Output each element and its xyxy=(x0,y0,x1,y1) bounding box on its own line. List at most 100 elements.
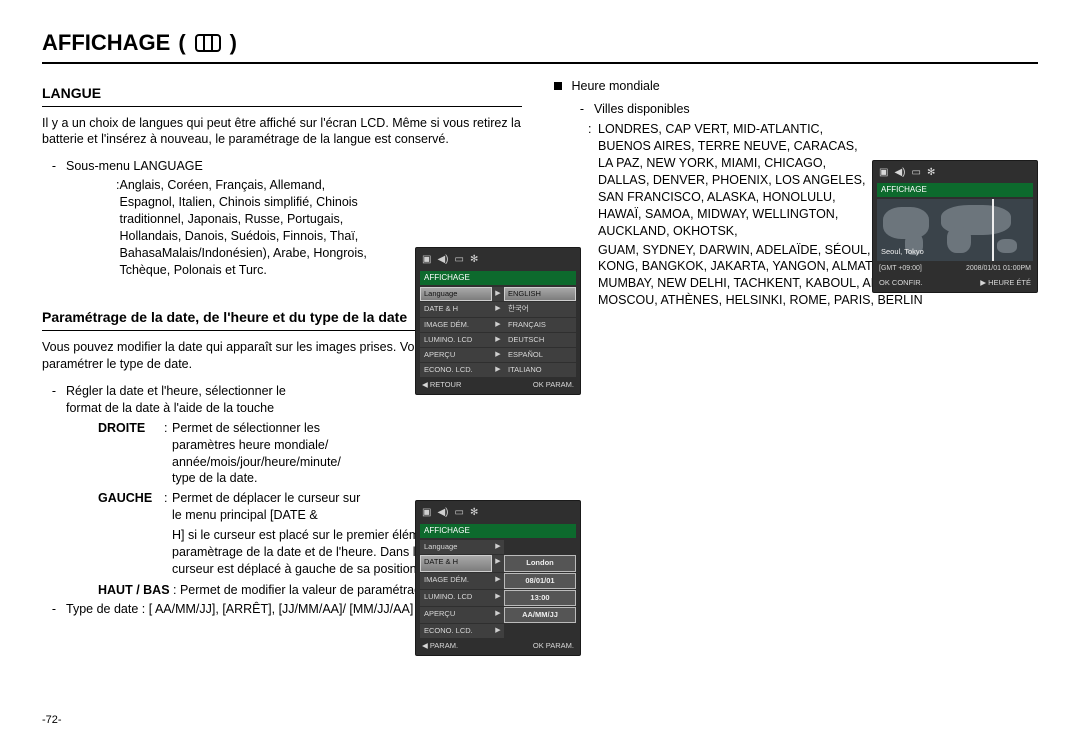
display-small-icon: ▭ xyxy=(454,506,463,520)
lcd-topbar: ▣ ◀) ▭ ✻ xyxy=(420,252,576,271)
lcd-menu-left: APERÇU xyxy=(420,348,492,362)
languages-list: Anglais, Coréen, Français, Allemand, Esp… xyxy=(119,177,376,278)
lcd1-header: AFFICHAGE xyxy=(420,271,576,286)
lcd2-footer-right: OK PARAM. xyxy=(533,641,574,651)
dash: - xyxy=(42,383,56,417)
chevron-right-icon: ▶ xyxy=(492,555,504,571)
lcd-menu-left: LUMINO. LCD xyxy=(420,333,492,347)
droite-key: DROITE xyxy=(98,420,164,488)
lcd-language-preview: ▣ ◀) ▭ ✻ AFFICHAGE Language▶ENGLISHDATE … xyxy=(415,247,581,395)
camera-icon: ▣ xyxy=(879,166,888,180)
chevron-right-icon: ▶ xyxy=(492,287,504,301)
langue-submenu-label: Sous-menu LANGUAGE xyxy=(66,158,522,175)
display-icon xyxy=(194,33,222,53)
lcd3-statusbar: [GMT +09:00] 2008/01/01 01:00PM xyxy=(877,263,1033,275)
lcd-menu-right: FRANÇAIS xyxy=(504,318,576,332)
lcd3-footer-right: ▶ HEURE ÉTÉ xyxy=(980,278,1031,288)
lcd3-footer: OK CONFIR. ▶ HEURE ÉTÉ xyxy=(877,276,1033,288)
lcd2-footer-left: ◀ PARAM. xyxy=(422,641,458,651)
lcd-menu-left: APERÇU xyxy=(420,607,492,623)
worldtime-cities: LONDRES, CAP VERT, MID-ATLANTIC, BUENOS … xyxy=(598,121,873,239)
lcd-menu-right: 08/01/01 xyxy=(504,573,576,589)
gear-icon: ✻ xyxy=(927,166,935,180)
chevron-right-icon: ▶ xyxy=(492,318,504,332)
lcd-menu-right: London xyxy=(504,555,576,571)
datetime-set-label: Régler la date et l'heure, sélectionner … xyxy=(66,383,316,417)
chevron-right-icon: ▶ xyxy=(492,333,504,347)
gear-icon: ✻ xyxy=(470,253,478,267)
lcd-menu-right: DEUTSCH xyxy=(504,333,576,347)
lcd-worldtime-preview: ▣ ◀) ▭ ✻ AFFICHAGE Seoul, Tokyo [GMT +09… xyxy=(872,160,1038,293)
lcd-menu-right: AA/MM/JJ xyxy=(504,607,576,623)
right-column: Heure mondiale - Villes disponibles : LO… xyxy=(554,78,1024,620)
lcd1-table: Language▶ENGLISHDATE & H▶한국어IMAGE DÉM.▶F… xyxy=(420,287,576,377)
lcd-menu-left: IMAGE DÉM. xyxy=(420,318,492,332)
colon: : xyxy=(588,121,598,239)
langue-intro: Il y a un choix de langues qui peut être… xyxy=(42,115,522,149)
lcd-menu-right: ITALIANO xyxy=(504,363,576,377)
lcd-menu-left: ECONO. LCD. xyxy=(420,624,492,638)
colon: : xyxy=(164,420,172,488)
lcd-menu-left: DATE & H xyxy=(420,302,492,316)
chevron-right-icon: ▶ xyxy=(492,363,504,377)
lcd-topbar: ▣ ◀) ▭ ✻ xyxy=(420,505,576,524)
page-title-text: AFFICHAGE xyxy=(42,28,170,58)
display-small-icon: ▭ xyxy=(911,166,920,180)
chevron-right-icon: ▶ xyxy=(492,302,504,316)
page-number: -72- xyxy=(42,713,62,728)
chevron-right-icon: ▶ xyxy=(492,624,504,638)
lcd-menu-left: ECONO. LCD. xyxy=(420,363,492,377)
worldtime-heading-row: Heure mondiale xyxy=(554,78,1024,95)
lcd3-datetime: 2008/01/01 01:00PM xyxy=(966,264,1031,273)
chevron-right-icon: ▶ xyxy=(492,573,504,589)
lcd-datetime-preview: ▣ ◀) ▭ ✻ AFFICHAGE Language▶DATE & H▶Lon… xyxy=(415,500,581,656)
gauche-val1: Permet de déplacer le curseur sur le men… xyxy=(172,490,362,524)
worldtime-available: - Villes disponibles xyxy=(570,101,1024,118)
lcd1-footer-left: ◀ RETOUR xyxy=(422,380,461,390)
square-bullet-icon xyxy=(554,82,562,90)
langue-submenu: - Sous-menu LANGUAGE xyxy=(42,158,522,175)
lcd3-header: AFFICHAGE xyxy=(877,183,1033,198)
lcd1-footer-right: OK PARAM. xyxy=(533,380,574,390)
chevron-right-icon: ▶ xyxy=(492,590,504,606)
langue-heading: LANGUE xyxy=(42,84,522,107)
lcd3-gmt: [GMT +09:00] xyxy=(879,264,922,273)
speaker-icon: ◀) xyxy=(437,506,448,520)
dash: - xyxy=(42,601,56,618)
hautbas-key: HAUT / BAS xyxy=(98,583,170,597)
world-map: Seoul, Tokyo xyxy=(877,199,1033,261)
gauche-key: GAUCHE xyxy=(98,490,164,524)
lcd-menu-right: 한국어 xyxy=(504,302,576,316)
lcd-menu-left: LUMINO. LCD xyxy=(420,590,492,606)
lcd-menu-right xyxy=(504,624,576,638)
lcd-menu-left: IMAGE DÉM. xyxy=(420,573,492,589)
speaker-icon: ◀) xyxy=(894,166,905,180)
lcd1-footer: ◀ RETOUR OK PARAM. xyxy=(420,377,576,390)
lcd2-header: AFFICHAGE xyxy=(420,524,576,539)
display-small-icon: ▭ xyxy=(454,253,463,267)
colon: : xyxy=(164,490,172,524)
worldtime-heading: Heure mondiale xyxy=(571,79,659,93)
lcd-menu-right xyxy=(504,540,576,554)
worldtime-available-label: Villes disponibles xyxy=(594,101,1024,118)
lcd-menu-left: Language xyxy=(420,540,492,554)
dash: - xyxy=(570,101,584,118)
gear-icon: ✻ xyxy=(470,506,478,520)
lcd-menu-left: Language xyxy=(420,287,492,301)
camera-icon: ▣ xyxy=(422,253,431,267)
droite-val: Permet de sélectionner les paramètres he… xyxy=(172,420,362,488)
lcd2-table: Language▶DATE & H▶LondonIMAGE DÉM.▶08/01… xyxy=(420,540,576,638)
hautbas-val: : Permet de modifier la valeur de paramé… xyxy=(173,583,428,597)
lcd3-city: Seoul, Tokyo xyxy=(881,247,924,257)
lcd-topbar: ▣ ◀) ▭ ✻ xyxy=(877,165,1033,183)
chevron-right-icon: ▶ xyxy=(492,540,504,554)
camera-icon: ▣ xyxy=(422,506,431,520)
lcd-menu-left: DATE & H xyxy=(420,555,492,571)
chevron-right-icon: ▶ xyxy=(492,607,504,623)
lcd-menu-right: ENGLISH xyxy=(504,287,576,301)
chevron-right-icon: ▶ xyxy=(492,348,504,362)
lcd-menu-right: ESPAÑOL xyxy=(504,348,576,362)
speaker-icon: ◀) xyxy=(437,253,448,267)
dash: - xyxy=(42,158,56,175)
lcd-menu-right: 13:00 xyxy=(504,590,576,606)
